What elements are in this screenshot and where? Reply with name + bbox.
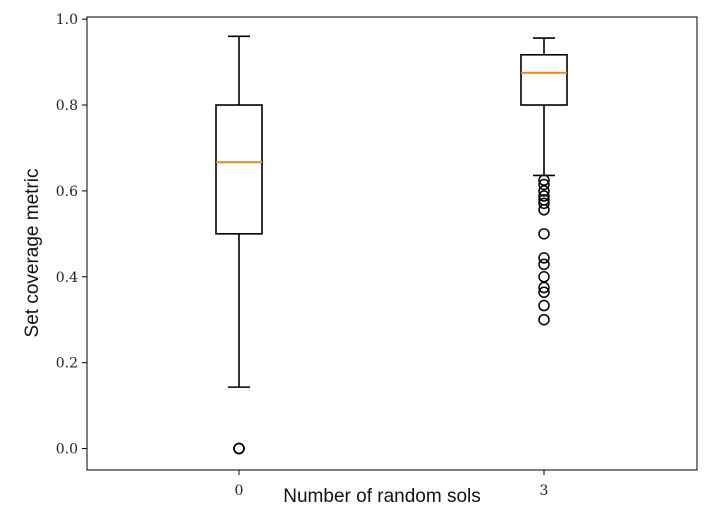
box-group-0 [215,35,263,455]
outlier-point [538,286,550,298]
outlier-point [538,204,550,216]
outlier-point [538,258,550,271]
outlier-point [538,299,550,312]
iqr-box [520,53,568,106]
y-axis-label: Set coverage metric [22,169,43,338]
x-axis-label: Number of random sols [283,486,480,507]
iqr-box [215,104,263,235]
y-tick-label: 1.0 [56,12,78,28]
y-tick-label: 0.0 [56,442,78,458]
boxes [215,35,568,455]
outlier-point [538,228,550,240]
outlier-point [538,252,550,264]
y-tick-label: 0.6 [56,184,78,200]
y-tick-label: 0.4 [56,270,78,286]
y-tick-label: 0.2 [56,356,78,372]
outlier-point [538,313,550,326]
y-axis: 0.0 0.2 0.4 0.6 0.8 1.0 [56,12,87,458]
outlier-point [538,190,550,202]
plot-area [86,16,698,471]
box-group-3 [520,37,568,326]
outlier-point [538,178,550,191]
outlier-point [538,197,550,210]
x-tick-label: 0 [235,483,244,499]
outlier-point [538,185,550,197]
x-tick-label: 3 [540,483,549,499]
outlier-point [538,281,550,294]
y-tick-label: 0.8 [56,98,78,114]
outlier-point [233,442,245,455]
